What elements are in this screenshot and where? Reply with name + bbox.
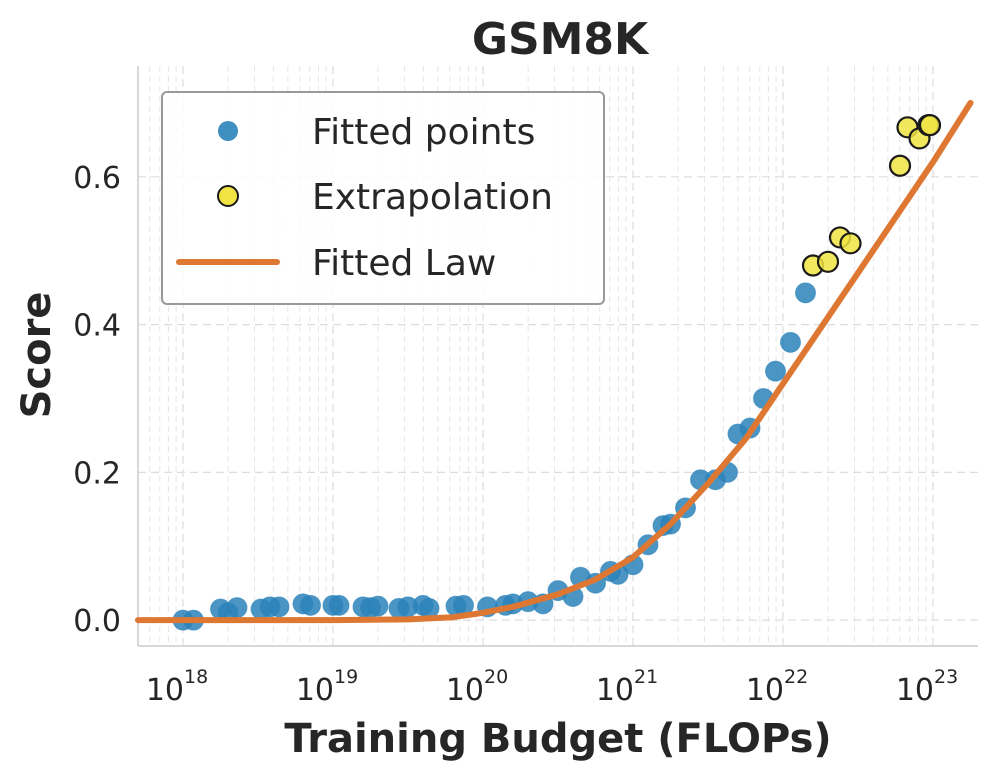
minor-gridlines [149,66,927,646]
x-tick-exponent: 22 [784,666,808,688]
x-tick-exponent: 23 [934,666,958,688]
legend-marker-fitted-points [218,121,238,141]
fitted-point [780,331,801,353]
y-tick-label: 0.4 [73,309,121,344]
x-tick-exponent: 19 [334,666,358,688]
extrapolation-point [888,154,912,177]
x-tick-exponent: 21 [634,666,658,688]
y-axis-label: Score [14,292,60,419]
fitted-law-line [135,99,974,624]
x-axis-label: Training Budget (FLOPs) [284,716,831,762]
x-tick-exponent: 20 [484,666,508,688]
fitted-point [765,360,786,382]
legend-label-fitted-law: Fitted Law [312,243,496,284]
x-tick-exponent: 18 [184,666,208,688]
fitted-point [226,597,248,619]
series-layer [135,99,974,631]
y-tick-label: 0.6 [73,161,121,196]
y-tick-labels: 0.0 0.2 0.4 0.6 [73,161,121,639]
fitted-point [328,594,350,616]
fitted-point [795,282,816,304]
fitted-point [367,595,389,617]
legend-label-extrapolation: Extrapolation [312,177,553,218]
x-tick-label: 1021 [596,666,658,708]
chart-title: GSM8K [472,14,650,65]
fitted-point [300,594,321,616]
extrapolation-point [839,232,862,255]
x-tick-label: 1020 [446,666,508,708]
extrapolation-point [918,114,942,137]
extrapolation-point [816,250,840,273]
legend-label-fitted-points: Fitted points [312,112,535,153]
y-tick-label: 0.2 [73,456,121,491]
legend-marker-extrapolation [217,185,239,207]
legend: Fitted points Extrapolation Fitted Law [161,91,605,305]
fitted-point [268,596,290,618]
y-tick-label: 0.0 [73,604,121,639]
legend-box [161,91,605,305]
